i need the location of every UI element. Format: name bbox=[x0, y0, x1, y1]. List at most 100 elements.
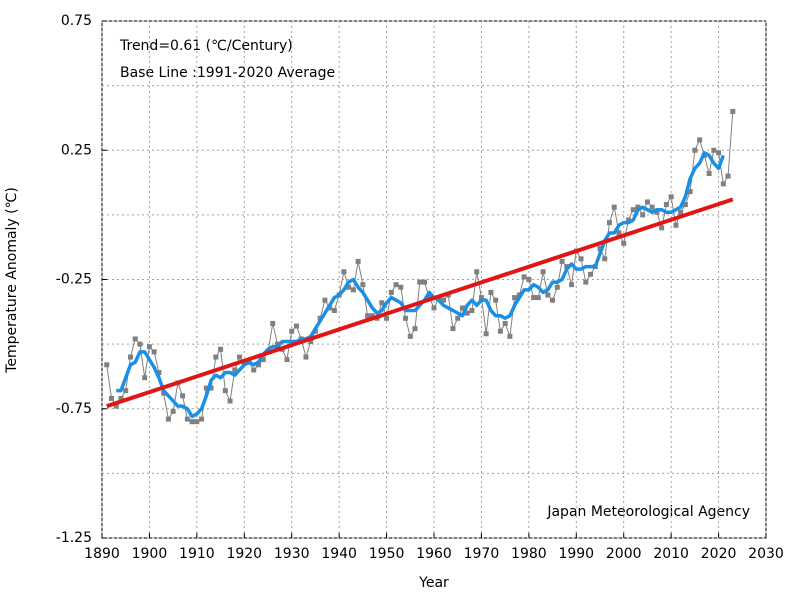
data-point bbox=[123, 388, 129, 394]
data-point bbox=[535, 295, 541, 301]
data-point bbox=[578, 256, 584, 262]
y-tick-label: -0.75 bbox=[56, 401, 92, 417]
data-point bbox=[630, 207, 636, 213]
data-point bbox=[403, 315, 409, 321]
data-point bbox=[659, 225, 665, 231]
data-point bbox=[203, 385, 209, 391]
data-point bbox=[521, 274, 527, 280]
data-point bbox=[218, 346, 224, 352]
data-point bbox=[569, 282, 575, 288]
data-point bbox=[289, 328, 295, 334]
data-point bbox=[478, 295, 484, 301]
y-tick-label: 0.25 bbox=[61, 142, 92, 158]
x-tick-label: 1920 bbox=[226, 546, 262, 562]
data-point bbox=[412, 326, 418, 332]
data-point bbox=[502, 320, 508, 326]
data-point bbox=[222, 388, 228, 394]
data-point bbox=[232, 367, 238, 373]
data-point bbox=[137, 341, 143, 347]
data-point bbox=[663, 202, 669, 208]
x-tick-label: 2020 bbox=[701, 546, 737, 562]
data-point bbox=[644, 199, 650, 205]
data-point bbox=[322, 297, 328, 303]
data-point bbox=[293, 323, 299, 329]
data-point bbox=[118, 395, 124, 401]
data-point bbox=[165, 416, 171, 422]
data-point bbox=[597, 245, 603, 251]
data-point bbox=[199, 416, 205, 422]
data-point bbox=[455, 315, 461, 321]
y-tick-label: 0.75 bbox=[61, 13, 92, 29]
data-point bbox=[108, 395, 114, 401]
x-tick-label: 1960 bbox=[416, 546, 452, 562]
data-point bbox=[512, 295, 518, 301]
data-point bbox=[668, 194, 674, 200]
data-point bbox=[711, 147, 717, 153]
x-tick-label: 1970 bbox=[464, 546, 500, 562]
data-point bbox=[251, 367, 257, 373]
data-point bbox=[113, 403, 119, 409]
data-point bbox=[673, 222, 679, 228]
data-point bbox=[606, 220, 612, 226]
data-point bbox=[127, 354, 133, 360]
data-point bbox=[384, 315, 390, 321]
data-point bbox=[474, 269, 480, 275]
data-point bbox=[611, 204, 617, 210]
data-point bbox=[355, 258, 361, 264]
series-line bbox=[106, 197, 734, 409]
x-tick-label: 1890 bbox=[84, 546, 120, 562]
data-point bbox=[488, 289, 494, 295]
trend-annotation: Trend=0.61 (℃/Century) bbox=[119, 38, 293, 54]
x-tick-label: 1940 bbox=[321, 546, 357, 562]
data-point bbox=[654, 209, 660, 215]
data-point bbox=[146, 344, 152, 350]
data-point bbox=[365, 313, 371, 319]
data-point bbox=[640, 212, 646, 218]
x-axis-label: Year bbox=[418, 575, 449, 591]
data-point bbox=[497, 328, 503, 334]
data-point bbox=[132, 336, 138, 342]
data-point bbox=[256, 362, 262, 368]
data-point bbox=[151, 349, 157, 355]
data-point bbox=[459, 305, 465, 311]
data-point bbox=[189, 419, 195, 425]
data-point bbox=[583, 279, 589, 285]
baseline-annotation: Base Line :1991-2020 Average bbox=[120, 65, 335, 81]
data-point bbox=[331, 308, 337, 314]
data-point bbox=[346, 284, 352, 290]
data-point bbox=[716, 150, 722, 156]
data-point bbox=[616, 230, 622, 236]
data-point bbox=[469, 308, 475, 314]
data-point bbox=[687, 189, 693, 195]
data-point bbox=[550, 297, 556, 303]
data-point bbox=[635, 204, 641, 210]
data-point bbox=[180, 393, 186, 399]
data-point bbox=[213, 354, 219, 360]
data-point bbox=[559, 258, 565, 264]
y-tick-label: -0.25 bbox=[56, 272, 92, 288]
data-point bbox=[194, 419, 200, 425]
data-point bbox=[720, 181, 726, 187]
data-point bbox=[379, 300, 385, 306]
x-tick-label: 2010 bbox=[653, 546, 689, 562]
source-annotation: Japan Meteorological Agency bbox=[546, 504, 750, 520]
data-point bbox=[545, 292, 551, 298]
data-point bbox=[464, 310, 470, 316]
data-point bbox=[184, 416, 190, 422]
x-tick-label: 2000 bbox=[606, 546, 642, 562]
data-point bbox=[649, 204, 655, 210]
data-point bbox=[388, 289, 394, 295]
data-point bbox=[422, 279, 428, 285]
data-point bbox=[431, 305, 437, 311]
data-point bbox=[170, 408, 176, 414]
data-point bbox=[350, 287, 356, 293]
data-point bbox=[369, 313, 375, 319]
series-line bbox=[116, 151, 725, 419]
x-tick-label: 1900 bbox=[132, 546, 168, 562]
data-point bbox=[308, 339, 314, 345]
data-point bbox=[398, 284, 404, 290]
data-point bbox=[393, 282, 399, 288]
data-point bbox=[507, 333, 513, 339]
data-point bbox=[730, 108, 736, 114]
